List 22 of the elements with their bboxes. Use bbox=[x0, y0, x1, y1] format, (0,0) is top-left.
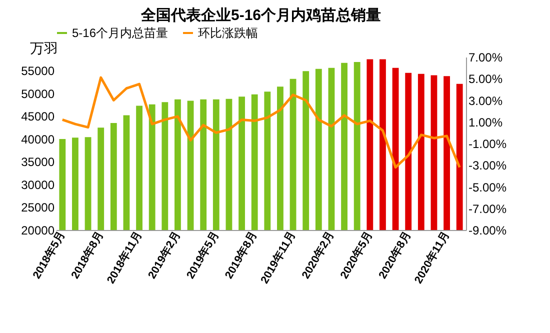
y-tick-label: 35000 bbox=[21, 155, 55, 170]
y-tick-label: 50000 bbox=[21, 86, 55, 101]
y-tick-label: 20000 bbox=[21, 224, 55, 238]
y2-tick-label: 5.00% bbox=[468, 72, 503, 86]
legend-label: 5-16个月内总苗量 bbox=[72, 26, 168, 40]
y2-tick-label: 7.00% bbox=[468, 50, 503, 64]
y-tick-label: 45000 bbox=[21, 110, 55, 124]
legend-label: 环比涨跌幅 bbox=[198, 26, 258, 40]
y-tick-label: 55000 bbox=[21, 64, 55, 78]
y2-tick-label: -3.00% bbox=[468, 158, 507, 173]
y2-tick-label: -9.00% bbox=[468, 224, 507, 238]
y-tick-label: 25000 bbox=[21, 200, 55, 215]
y-axis-title: 万羽 bbox=[30, 40, 58, 58]
y2-tick-label: 3.00% bbox=[468, 94, 503, 108]
y-tick-label: 40000 bbox=[21, 132, 55, 146]
y-tick-label: 30000 bbox=[21, 178, 55, 192]
chart-title: 全国代表企业5-16个月内鸡苗总销量 bbox=[140, 7, 382, 24]
y2-tick-label: -1.00% bbox=[468, 137, 507, 151]
y2-tick-label: -5.00% bbox=[468, 180, 507, 194]
y2-tick-label: -7.00% bbox=[468, 202, 507, 216]
y2-tick-label: 1.00% bbox=[468, 115, 503, 130]
line-series bbox=[61, 76, 461, 169]
